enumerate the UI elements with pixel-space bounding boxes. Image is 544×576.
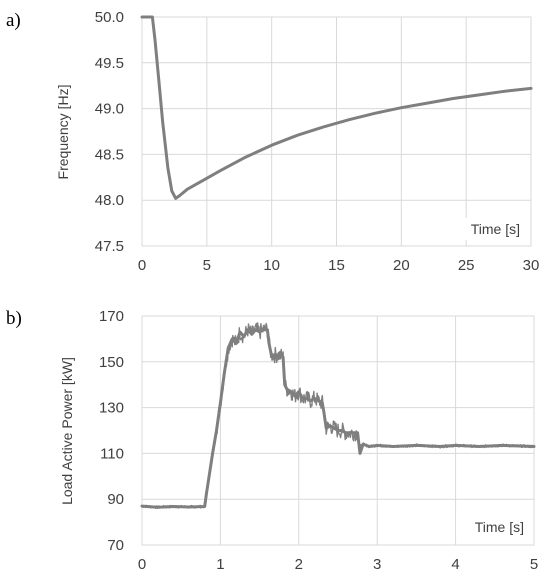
load-power-chart: b) 170 150 130 110 90 70 0 1 2 3 4 5 Load Active P…	[6, 308, 538, 573]
y-tick-label: 90	[107, 491, 124, 508]
x-tick-label: 4	[451, 556, 459, 573]
frequency-series	[140, 15, 533, 200]
x-axis-title-a-box	[454, 218, 524, 240]
y-tick-label: 110	[100, 445, 124, 462]
load-power-series	[140, 322, 536, 509]
y-tick-label: 49.0	[95, 101, 124, 118]
x-tick-labels-b: 0 1 2 3 4 5	[138, 556, 538, 573]
panel-label-b: b)	[6, 308, 22, 329]
y-tick-label: 49.5	[95, 55, 124, 72]
x-tick-label: 0	[138, 556, 146, 573]
x-tick-label: 10	[263, 257, 280, 274]
x-tick-label: 0	[138, 257, 146, 274]
x-tick-label: 25	[458, 257, 475, 274]
x-tick-label: 5	[203, 257, 211, 274]
y-tick-label: 150	[99, 354, 124, 371]
x-axis-title-a: Time [s]	[471, 221, 520, 237]
x-axis-title-b-box	[456, 515, 528, 537]
x-tick-labels-a: 0 5 10 15 20 25 30	[138, 257, 540, 274]
x-tick-label: 20	[393, 257, 410, 274]
x-axis-title-b: Time [s]	[475, 519, 524, 535]
y-tick-label: 130	[99, 400, 124, 417]
y-axis-title-a: Frequency [Hz]	[55, 85, 71, 180]
y-tick-label: 70	[107, 537, 124, 554]
series-line	[140, 15, 533, 200]
y-tick-label: 47.5	[95, 238, 124, 255]
x-tick-label: 30	[523, 257, 540, 274]
series-noise	[141, 322, 535, 509]
frequency-chart: a) 50.0 49.5 49.0 48.5 48.0 47.5 0 5 10 15 20 25 30…	[6, 9, 539, 274]
y-tick-label: 48.0	[95, 192, 124, 209]
y-tick-label: 170	[99, 308, 124, 325]
y-tick-labels-a: 50.0 49.5 49.0 48.5 48.0 47.5	[95, 9, 124, 255]
x-tick-label: 5	[530, 556, 538, 573]
panel-label-a: a)	[6, 10, 21, 31]
y-tick-label: 48.5	[95, 146, 124, 163]
y-tick-labels-b: 170 150 130 110 90 70	[99, 308, 124, 554]
gridlines-a	[142, 17, 531, 246]
x-tick-label: 3	[373, 556, 381, 573]
x-tick-label: 2	[295, 556, 303, 573]
gridlines-b	[142, 316, 534, 545]
y-axis-title-b: Load Active Power [kW]	[59, 357, 75, 505]
x-tick-label: 1	[216, 556, 224, 573]
x-tick-label: 15	[328, 257, 345, 274]
y-tick-label: 50.0	[95, 9, 124, 26]
